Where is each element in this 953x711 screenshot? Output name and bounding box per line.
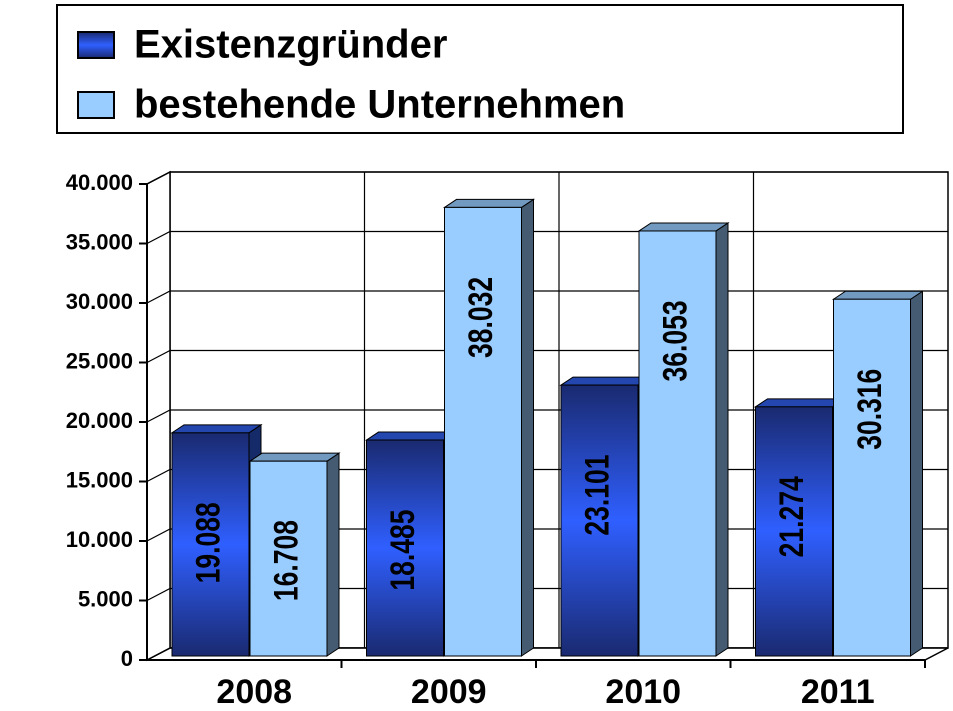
bar-front <box>560 384 639 657</box>
legend-label: Existenzgründer <box>134 23 447 67</box>
value-label: 19.088 <box>189 502 227 583</box>
bar-top <box>637 222 730 232</box>
legend-label: bestehende Unternehmen <box>134 83 625 127</box>
y-tick-label: 15.000 <box>66 467 133 492</box>
y-tick-label: 40.000 <box>66 170 133 195</box>
bar-side <box>715 222 729 657</box>
value-label: 23.101 <box>578 455 616 536</box>
value-label: 16.708 <box>267 520 305 601</box>
bar <box>248 452 341 657</box>
bar <box>442 198 536 657</box>
bar-front <box>638 230 717 657</box>
bar-front <box>833 298 911 657</box>
y-tick-label: 5.000 <box>78 586 133 611</box>
bar <box>637 222 730 657</box>
value-label: 21.274 <box>773 476 811 557</box>
bar-front <box>171 432 250 657</box>
bar-top <box>559 376 652 386</box>
y-tick-label: 0 <box>121 646 133 671</box>
y-tick-label: 30.000 <box>66 289 133 314</box>
bar-side <box>910 290 923 657</box>
x-tick-label: 2011 <box>801 673 875 711</box>
value-label: 18.485 <box>384 509 422 590</box>
y-tick-label: 10.000 <box>66 527 133 552</box>
y-tick-label: 35.000 <box>66 229 133 254</box>
y-tick-label: 25.000 <box>66 348 133 373</box>
bar-front <box>366 439 444 657</box>
bar-top <box>753 398 847 408</box>
bar-side <box>326 452 340 657</box>
bar-side <box>521 198 534 657</box>
legend-swatch <box>77 31 115 59</box>
bar-top <box>248 452 341 462</box>
y-tick-label: 20.000 <box>66 408 133 433</box>
bar-top <box>831 290 925 300</box>
x-tick-label: 2010 <box>605 673 681 711</box>
bar-front <box>249 460 328 657</box>
value-label: 36.053 <box>656 300 694 381</box>
bar-front <box>755 406 833 657</box>
bar-top <box>170 424 263 434</box>
bar-top <box>442 198 536 208</box>
legend-swatch <box>77 91 115 119</box>
x-tick-label: 2008 <box>216 673 292 711</box>
bar-top <box>364 431 458 441</box>
value-label: 30.316 <box>851 369 889 450</box>
bar <box>831 290 925 657</box>
grid-line <box>146 171 948 185</box>
x-tick-label: 2009 <box>411 673 487 711</box>
legend-box <box>56 4 904 134</box>
bar-front <box>444 206 522 657</box>
value-label: 38.032 <box>462 277 500 358</box>
